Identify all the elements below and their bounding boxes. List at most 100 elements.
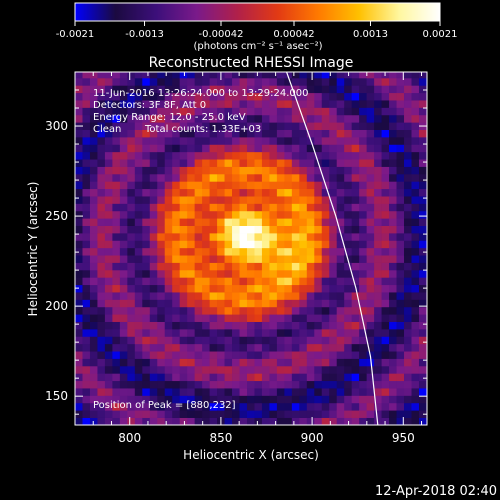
heatmap-pixel: [239, 343, 248, 352]
heatmap-pixel: [104, 262, 113, 271]
heatmap-pixel: [351, 314, 360, 322]
heatmap-pixel: [179, 343, 188, 352]
heatmap-pixel: [142, 144, 151, 153]
heatmap-pixel: [254, 159, 263, 167]
heatmap-pixel: [261, 336, 270, 345]
heatmap-pixel: [276, 410, 285, 418]
heatmap-pixel: [164, 299, 173, 308]
heatmap-pixel: [306, 218, 315, 226]
heatmap-pixel: [89, 144, 98, 153]
heatmap-pixel: [112, 255, 121, 263]
heatmap-pixel: [396, 85, 405, 94]
heatmap-pixel: [104, 166, 113, 175]
heatmap-pixel: [426, 181, 427, 190]
heatmap-pixel: [127, 395, 136, 404]
heatmap-pixel: [374, 218, 382, 226]
heatmap-pixel: [179, 129, 188, 138]
heatmap-pixel: [254, 314, 263, 322]
heatmap-pixel: [187, 225, 196, 234]
heatmap-pixel: [104, 255, 113, 263]
heatmap-pixel: [172, 277, 181, 286]
heatmap-pixel: [418, 299, 427, 308]
heatmap-pixel: [254, 373, 263, 382]
heatmap-pixel: [149, 269, 158, 278]
heatmap-pixel: [404, 151, 412, 160]
heatmap-pixel: [426, 269, 427, 278]
heatmap-pixel: [321, 203, 330, 212]
heatmap-pixel: [75, 77, 83, 86]
heatmap-pixel: [404, 329, 412, 337]
heatmap-pixel: [82, 196, 91, 204]
heatmap-pixel: [299, 292, 308, 300]
heatmap-pixel: [75, 380, 83, 389]
heatmap-pixel: [321, 85, 330, 94]
heatmap-pixel: [389, 329, 397, 337]
heatmap-pixel: [254, 247, 263, 256]
heatmap-pixel: [157, 284, 166, 293]
colorbar-ticks: -0.0021 -0.0013 -0.00042 0.00042 0.0013 0.002…: [56, 21, 458, 40]
heatmap-pixel: [142, 122, 151, 130]
heatmap-pixel: [299, 233, 308, 241]
heatmap-pixel: [329, 329, 338, 337]
heatmap-pixel: [359, 210, 367, 219]
heatmap-pixel: [374, 314, 382, 322]
heatmap-pixel: [134, 166, 143, 175]
heatmap-pixel: [149, 402, 158, 411]
heatmap-pixel: [209, 277, 218, 286]
heatmap-pixel: [104, 114, 113, 123]
heatmap-pixel: [418, 137, 427, 145]
heatmap-pixel: [374, 114, 382, 123]
heatmap-pixel: [134, 210, 143, 219]
heatmap-pixel: [232, 255, 240, 263]
heatmap-pixel: [89, 72, 98, 79]
heatmap-pixel: [104, 77, 113, 86]
heatmap-pixel: [254, 203, 263, 212]
heatmap-pixel: [202, 388, 210, 396]
heatmap-pixel: [381, 159, 390, 167]
heatmap-pixel: [344, 292, 353, 300]
heatmap-pixel: [299, 196, 308, 204]
heatmap-pixel: [149, 365, 158, 374]
heatmap-pixel: [351, 203, 360, 212]
heatmap-pixel: [291, 388, 300, 396]
heatmap-pixel: [172, 410, 181, 418]
heatmap-pixel: [396, 388, 405, 396]
heatmap-pixel: [321, 247, 330, 256]
heatmap-pixel: [351, 159, 360, 167]
heatmap-pixel: [276, 144, 285, 153]
heatmap-pixel: [389, 92, 397, 101]
heatmap-pixel: [366, 107, 375, 116]
heatmap-pixel: [157, 410, 166, 418]
heatmap-pixel: [291, 395, 300, 404]
heatmap-pixel: [261, 388, 270, 396]
heatmap-pixel: [314, 77, 323, 86]
heatmap-pixel: [314, 129, 323, 138]
heatmap-pixel: [127, 269, 136, 278]
heatmap-pixel: [134, 196, 143, 204]
heatmap-pixel: [336, 329, 345, 337]
heatmap-pixel: [142, 299, 151, 308]
heatmap-pixel: [217, 233, 225, 241]
heatmap-pixel: [396, 129, 405, 138]
heatmap-pixel: [351, 196, 360, 204]
heatmap-pixel: [336, 402, 345, 411]
heatmap-pixel: [329, 107, 338, 116]
heatmap-pixel: [202, 218, 210, 226]
heatmap-pixel: [194, 247, 203, 256]
heatmap-pixel: [164, 181, 173, 190]
heatmap-pixel: [82, 77, 91, 86]
heatmap-pixel: [321, 225, 330, 234]
heatmap-pixel: [224, 351, 233, 359]
heatmap-pixel: [359, 388, 367, 396]
heatmap-pixel: [314, 107, 323, 116]
heatmap-pixel: [157, 181, 166, 190]
heatmap-pixel: [336, 122, 345, 130]
heatmap-pixel: [172, 159, 181, 167]
heatmap-pixel: [89, 203, 98, 212]
heatmap-pixel: [374, 365, 382, 374]
heatmap-pixel: [246, 129, 255, 138]
heatmap-pixel: [142, 225, 151, 234]
heatmap-pixel: [89, 92, 98, 101]
heatmap-pixel: [119, 129, 128, 138]
heatmap-pixel: [366, 122, 375, 130]
